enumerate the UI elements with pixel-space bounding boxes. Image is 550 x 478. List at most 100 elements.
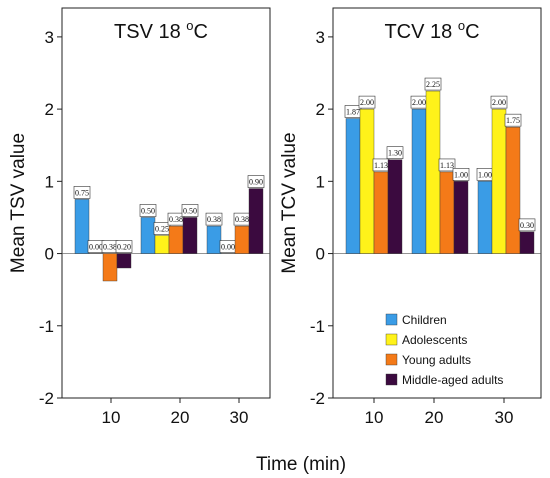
bar bbox=[116, 253, 132, 269]
bar bbox=[234, 225, 250, 254]
legend-swatch bbox=[385, 353, 398, 366]
y-tick-label: -1 bbox=[39, 317, 54, 336]
bar bbox=[74, 199, 90, 254]
y-tick-label: 3 bbox=[45, 28, 54, 47]
bar bbox=[206, 225, 222, 254]
panel-title-suffix: C bbox=[465, 21, 479, 43]
data-label: 0.20 bbox=[117, 243, 131, 252]
y-axis-title: Mean TCV value bbox=[279, 132, 300, 273]
data-label: 0.38 bbox=[169, 215, 183, 224]
data-label: 0.50 bbox=[183, 206, 197, 215]
panel-title-superscript: o bbox=[458, 18, 465, 33]
bar bbox=[439, 171, 455, 254]
data-label: 0.38 bbox=[103, 243, 117, 252]
bar bbox=[373, 171, 389, 254]
data-label: 0.75 bbox=[75, 188, 89, 197]
data-label-box bbox=[424, 77, 442, 91]
x-tick-label: 30 bbox=[230, 408, 249, 427]
data-label-box bbox=[205, 212, 223, 226]
bar bbox=[411, 108, 427, 254]
y-tick-label: 1 bbox=[316, 172, 325, 191]
x-axis-title: Time (min) bbox=[256, 454, 346, 475]
data-label: 1.13 bbox=[374, 161, 388, 170]
bar bbox=[154, 235, 170, 254]
bar bbox=[505, 126, 521, 254]
bar bbox=[168, 225, 184, 254]
data-label: 0.38 bbox=[207, 215, 221, 224]
y-axis-title: Mean TSV value bbox=[8, 133, 29, 273]
panel-title-main: TSV 18 bbox=[114, 21, 186, 43]
data-label: 1.75 bbox=[506, 116, 520, 125]
data-label-box bbox=[452, 168, 470, 181]
bar bbox=[477, 181, 493, 254]
panel-title: TSV 18 oC bbox=[114, 18, 208, 43]
data-label: 2.00 bbox=[492, 98, 506, 107]
y-tick-label: 2 bbox=[45, 100, 54, 119]
bar bbox=[140, 217, 156, 254]
x-tick-label: 20 bbox=[171, 408, 190, 427]
legend-swatch bbox=[385, 333, 398, 346]
bar bbox=[425, 90, 441, 254]
legend: Children Adolescents Young adults Middle-ag… bbox=[385, 313, 503, 387]
data-label-box bbox=[181, 204, 199, 217]
data-label: 2.25 bbox=[426, 80, 440, 89]
data-label: 0.90 bbox=[249, 178, 263, 187]
data-label: 1.30 bbox=[388, 149, 402, 158]
bar bbox=[102, 253, 118, 282]
data-label: 1.00 bbox=[454, 170, 468, 179]
panel-title: TCV 18 oC bbox=[384, 18, 479, 43]
x-tick-label: 30 bbox=[495, 408, 514, 427]
data-label-box bbox=[386, 146, 404, 159]
legend-swatch bbox=[385, 373, 398, 386]
data-label-box bbox=[139, 204, 157, 217]
legend-label: Young adults bbox=[402, 353, 471, 367]
data-label-box bbox=[518, 218, 536, 232]
bar bbox=[453, 181, 469, 254]
data-label: 0.30 bbox=[520, 221, 534, 230]
data-label: 1.00 bbox=[478, 170, 492, 179]
data-label: 2.00 bbox=[412, 98, 426, 107]
panel-title-suffix: C bbox=[194, 21, 208, 43]
data-label-box bbox=[115, 240, 133, 253]
x-tick-label: 10 bbox=[365, 408, 384, 427]
bar bbox=[182, 217, 198, 254]
y-tick-label: 2 bbox=[316, 100, 325, 119]
legend-label: Children bbox=[402, 313, 447, 327]
data-label: 0.00 bbox=[89, 243, 103, 252]
data-label: 0.00 bbox=[221, 243, 235, 252]
data-label-box bbox=[358, 95, 376, 109]
y-tick-label: -2 bbox=[310, 389, 325, 408]
y-tick-label: -1 bbox=[310, 317, 325, 336]
bar bbox=[387, 159, 403, 254]
y-tick-label: 3 bbox=[316, 28, 325, 47]
legend-label: Middle-aged adults bbox=[402, 373, 503, 387]
y-tick-label: 1 bbox=[45, 172, 54, 191]
data-label-box bbox=[490, 95, 508, 109]
x-tick-label: 10 bbox=[102, 408, 121, 427]
x-tick-label: 20 bbox=[425, 408, 444, 427]
legend-label: Adolescents bbox=[402, 333, 467, 347]
data-label: 0.50 bbox=[141, 206, 155, 215]
data-label: 0.38 bbox=[235, 215, 249, 224]
bar bbox=[345, 118, 361, 254]
bar bbox=[359, 108, 375, 254]
plot-frame bbox=[61, 7, 271, 399]
bar bbox=[519, 231, 535, 254]
data-label: 0.25 bbox=[155, 225, 169, 234]
plot-frame bbox=[332, 7, 542, 399]
data-label-box bbox=[438, 158, 456, 172]
bar bbox=[248, 188, 264, 254]
y-tick-label: 0 bbox=[316, 245, 325, 264]
y-tick-label: 0 bbox=[45, 245, 54, 264]
data-label-box bbox=[247, 175, 265, 188]
data-label: 1.13 bbox=[440, 161, 454, 170]
panel-title-superscript: o bbox=[186, 18, 193, 33]
bar bbox=[491, 108, 507, 254]
y-tick-label: -2 bbox=[39, 389, 54, 408]
data-label: 2.00 bbox=[360, 98, 374, 107]
legend-swatch bbox=[385, 313, 398, 326]
